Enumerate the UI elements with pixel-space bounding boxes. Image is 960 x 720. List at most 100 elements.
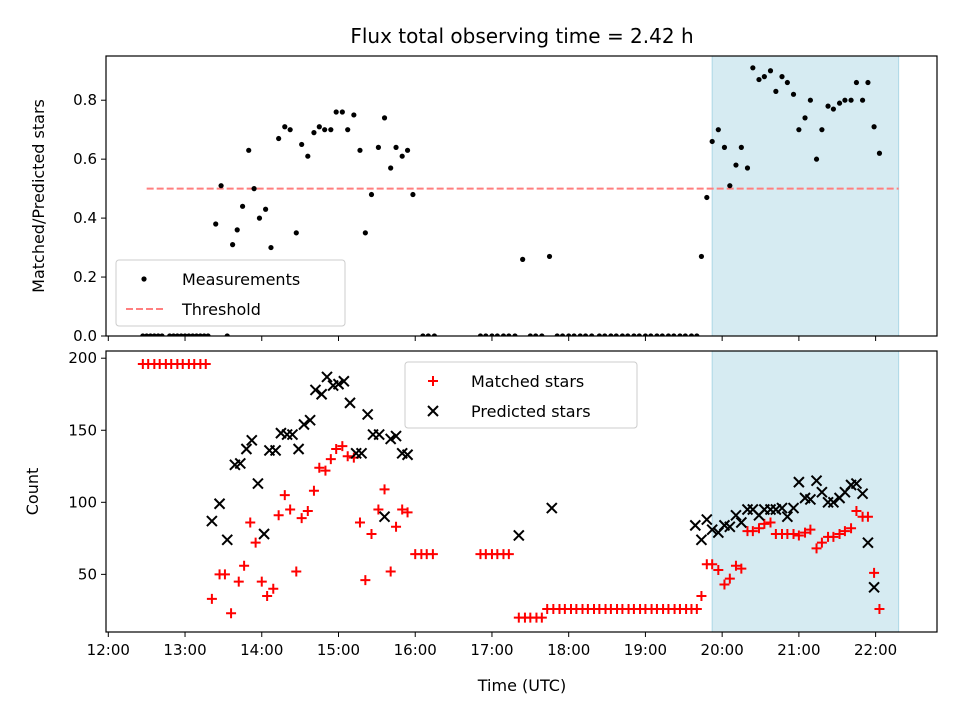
data-point (311, 130, 317, 136)
data-point (830, 106, 837, 112)
data-point (513, 529, 525, 542)
data-point (186, 333, 192, 336)
data-point (654, 333, 660, 336)
data-point (296, 513, 307, 524)
legend-label: Measurements (182, 270, 300, 289)
data-point (140, 333, 146, 336)
data-point (234, 227, 240, 233)
data-point (234, 457, 246, 470)
data-point (636, 333, 642, 336)
data-point (263, 206, 269, 212)
data-point (735, 516, 748, 529)
data-point (379, 484, 390, 495)
data-point (151, 333, 157, 336)
x-tick-label: 17:00 (470, 641, 513, 659)
data-point (704, 194, 710, 201)
data-point (331, 443, 342, 454)
data-point (589, 333, 595, 336)
x-tick-label: 13:00 (163, 641, 206, 659)
data-point (245, 517, 256, 528)
legend-box (115, 259, 346, 327)
data-point (805, 524, 816, 535)
data-point (691, 603, 702, 614)
data-point (251, 186, 257, 192)
data-point (293, 230, 299, 236)
data-point (357, 147, 363, 153)
data-point (410, 191, 416, 198)
data-point (362, 230, 368, 236)
data-point (836, 100, 843, 106)
data-point (648, 333, 654, 336)
data-point (320, 465, 331, 476)
data-point (286, 428, 299, 441)
data-point (197, 333, 203, 336)
data-point (862, 536, 874, 549)
y-tick-label: 100 (68, 493, 97, 511)
count-panel: 50 100 150 200 12:00 13:00 14:00 15:00 16:00 17:0… (23, 349, 938, 659)
data-point (750, 65, 756, 71)
y-tick-label: 0.6 (73, 150, 97, 168)
data-point (246, 147, 252, 153)
data-point (351, 112, 357, 118)
data-point (239, 203, 246, 209)
data-point (355, 447, 368, 460)
series-matched-stars (137, 358, 885, 623)
data-point (701, 513, 713, 526)
data-point (773, 88, 779, 94)
series-measurements (140, 65, 883, 336)
data-point (144, 333, 150, 336)
data-point (871, 124, 877, 130)
data-point (865, 79, 871, 86)
data-point (344, 397, 356, 409)
data-point (707, 559, 718, 570)
data-point (848, 97, 854, 103)
data-point (381, 115, 388, 121)
data-point (677, 333, 683, 336)
data-point (862, 511, 873, 522)
data-point (339, 109, 345, 115)
ratio-panel: 0.0 0.2 0.4 0.6 0.8 Matched/Predicted stars Me… (29, 55, 938, 345)
data-point (273, 510, 284, 521)
y-tick-label: 0.4 (73, 209, 97, 227)
data-point (724, 521, 736, 533)
data-point (807, 97, 813, 103)
data-point (258, 528, 270, 540)
series-predicted-stars (206, 371, 880, 594)
y-tick-label: 0.2 (73, 268, 97, 286)
data-point (724, 573, 735, 584)
data-point (790, 91, 797, 97)
data-point (696, 590, 707, 601)
data-point (796, 127, 802, 133)
data-point (420, 333, 426, 336)
data-point (205, 333, 211, 336)
legend-marker (141, 276, 147, 282)
x-tick-label: 14:00 (240, 641, 283, 659)
legend-label: Matched stars (471, 372, 584, 391)
data-point (727, 183, 733, 189)
data-point (500, 333, 507, 336)
data-point (345, 127, 351, 133)
data-point (631, 333, 637, 336)
data-point (246, 434, 258, 447)
data-point (256, 215, 263, 221)
observing-window-shade (711, 350, 900, 633)
data-point (706, 523, 718, 536)
data-point (694, 333, 700, 336)
data-point (368, 191, 375, 198)
x-tick-label: 22:00 (854, 641, 897, 659)
data-point (619, 333, 626, 336)
data-point (494, 333, 500, 336)
data-point (378, 511, 391, 523)
data-point (337, 441, 348, 452)
data-point (582, 333, 589, 336)
data-point (506, 333, 512, 336)
x-tick-label: 20:00 (701, 641, 744, 659)
data-point (842, 97, 848, 103)
x-tick-label: 18:00 (547, 641, 590, 659)
data-point (756, 76, 762, 83)
data-point (206, 515, 218, 527)
data-point (816, 537, 827, 548)
data-point (200, 358, 211, 369)
data-point (333, 109, 339, 115)
data-point (268, 583, 279, 594)
